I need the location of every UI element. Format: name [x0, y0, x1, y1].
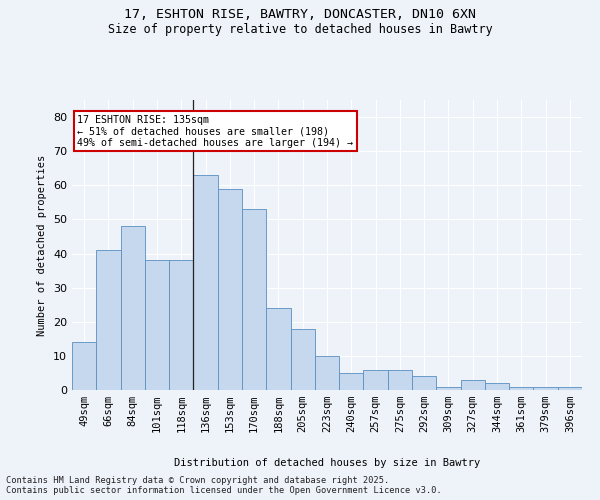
Text: Distribution of detached houses by size in Bawtry: Distribution of detached houses by size … [174, 458, 480, 468]
Text: Size of property relative to detached houses in Bawtry: Size of property relative to detached ho… [107, 22, 493, 36]
Bar [412, 376, 436, 390]
Bar [96, 250, 121, 390]
Bar [145, 260, 169, 390]
Text: Contains HM Land Registry data © Crown copyright and database right 2025.
Contai: Contains HM Land Registry data © Crown c… [6, 476, 442, 495]
Bar [169, 260, 193, 390]
Bar [436, 386, 461, 390]
Bar [218, 188, 242, 390]
Bar [193, 175, 218, 390]
Bar [509, 386, 533, 390]
Text: 17, ESHTON RISE, BAWTRY, DONCASTER, DN10 6XN: 17, ESHTON RISE, BAWTRY, DONCASTER, DN10… [124, 8, 476, 20]
Bar [558, 386, 582, 390]
Bar [242, 209, 266, 390]
Bar [461, 380, 485, 390]
Bar [533, 386, 558, 390]
Bar [388, 370, 412, 390]
Bar [315, 356, 339, 390]
Bar [485, 383, 509, 390]
Bar [290, 328, 315, 390]
Y-axis label: Number of detached properties: Number of detached properties [37, 154, 47, 336]
Text: 17 ESHTON RISE: 135sqm
← 51% of detached houses are smaller (198)
49% of semi-de: 17 ESHTON RISE: 135sqm ← 51% of detached… [77, 114, 353, 148]
Bar [72, 342, 96, 390]
Bar [266, 308, 290, 390]
Bar [339, 373, 364, 390]
Bar [121, 226, 145, 390]
Bar [364, 370, 388, 390]
